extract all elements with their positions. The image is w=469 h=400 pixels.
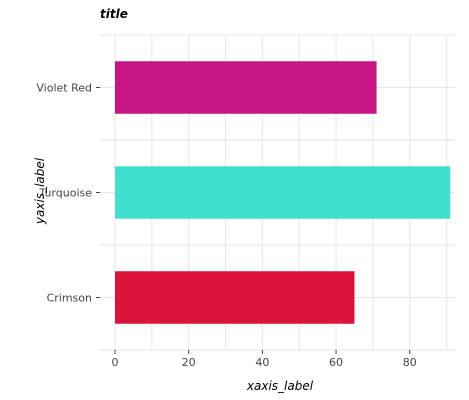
x-tick-label: 80 xyxy=(403,356,417,369)
x-tick-label: 60 xyxy=(329,356,343,369)
y-axis-ticks: Crimson Turquoise Violet Red xyxy=(36,82,100,305)
x-axis-title: xaxis_label xyxy=(246,379,314,393)
bar-crimson xyxy=(115,271,355,324)
x-axis-ticks: 0 20 40 60 80 xyxy=(112,350,417,369)
y-tick-label: Turquoise xyxy=(38,187,92,200)
y-tick-label: Crimson xyxy=(47,292,92,305)
y-tick-label: Violet Red xyxy=(36,82,92,95)
bar-violet-red xyxy=(115,61,377,114)
x-tick-label: 40 xyxy=(255,356,269,369)
bars xyxy=(115,61,451,324)
bar-turquoise xyxy=(115,166,451,219)
y-axis-title: yaxis_label xyxy=(33,157,47,225)
x-tick-label: 0 xyxy=(112,356,119,369)
x-tick-label: 20 xyxy=(182,356,196,369)
chart-title: title xyxy=(100,7,128,21)
